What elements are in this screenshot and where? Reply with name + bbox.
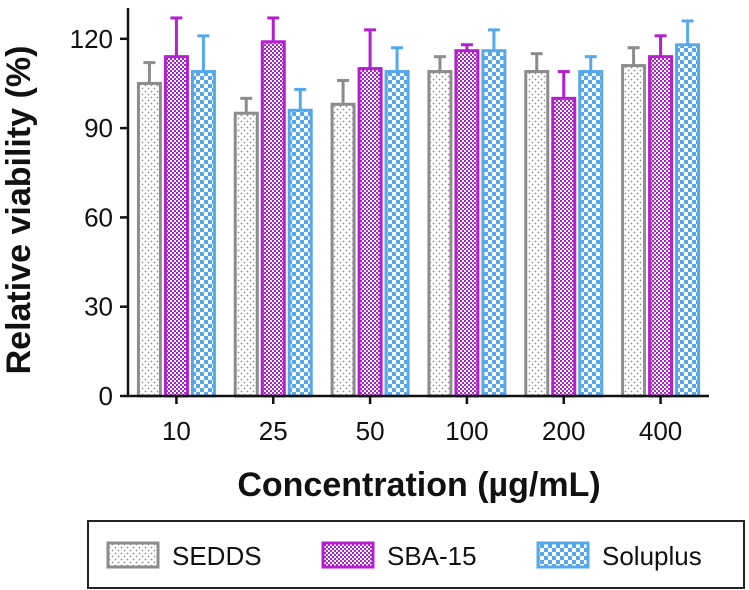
y-axis-ticks: 0 30 60 90 120 [70, 24, 128, 411]
bar-soluplus-10 [190, 70, 216, 398]
y-tick-label-120: 120 [70, 24, 113, 54]
bar-sedds-25 [233, 111, 259, 398]
x-tick-label-200: 200 [542, 416, 585, 446]
bar-soluplus-50 [384, 70, 410, 398]
x-tick-label-10: 10 [162, 416, 191, 446]
legend-swatch-sba-15 [321, 541, 375, 569]
x-tick-label-400: 400 [639, 416, 682, 446]
y-tick-label-60: 60 [84, 202, 113, 232]
bar-sba-15-100 [454, 49, 480, 398]
bar-sba-15-200 [551, 96, 577, 398]
plot-area [136, 16, 701, 398]
legend-label-sba-15: SBA-15 [387, 541, 477, 571]
x-tick-label-25: 25 [259, 416, 288, 446]
x-tick-label-100: 100 [445, 416, 488, 446]
legend-label-sedds: SEDDS [172, 541, 262, 571]
x-axis-title: Concentration (µg/mL) [237, 466, 600, 504]
y-axis-title: Relative viability (%) [0, 46, 38, 375]
bar-sba-15-25 [260, 40, 286, 398]
y-tick-label-0: 0 [99, 381, 113, 411]
bar-sedds-50 [330, 102, 356, 398]
x-axis-ticks: 10 25 50 100 200 400 [162, 396, 682, 446]
bar-sba-15-10 [163, 55, 189, 398]
bar-sba-15-400 [648, 55, 674, 398]
y-tick-label-90: 90 [84, 113, 113, 143]
legend-swatch-soluplus [536, 541, 590, 569]
legend: SEDDS SBA-15 Soluplus [87, 520, 745, 589]
bar-soluplus-25 [287, 108, 313, 398]
legend-swatch-sedds [106, 541, 160, 569]
bar-soluplus-200 [578, 70, 604, 398]
bar-sba-15-50 [357, 67, 383, 398]
y-tick-label-30: 30 [84, 292, 113, 322]
x-tick-label-50: 50 [356, 416, 385, 446]
legend-label-soluplus: Soluplus [602, 541, 702, 571]
legend-box [87, 520, 745, 589]
bar-sedds-400 [621, 64, 647, 398]
bar-sedds-100 [427, 70, 453, 398]
bar-sedds-10 [136, 81, 162, 398]
bar-sedds-200 [524, 70, 550, 398]
bar-soluplus-400 [675, 43, 701, 398]
bar-soluplus-100 [481, 49, 507, 398]
